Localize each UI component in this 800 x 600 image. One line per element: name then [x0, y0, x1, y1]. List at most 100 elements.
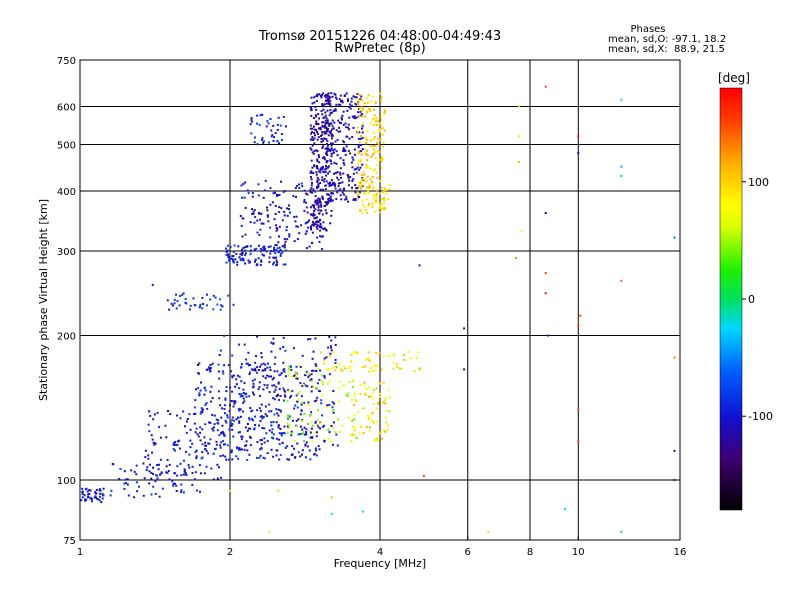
data-point: [305, 230, 308, 233]
data-point: [152, 473, 155, 475]
data-point: [251, 213, 254, 215]
data-point: [354, 426, 357, 429]
data-point: [321, 133, 324, 136]
data-point: [359, 110, 362, 113]
data-point: [376, 439, 379, 442]
data-point: [174, 441, 176, 444]
data-point: [149, 414, 152, 417]
data-point: [123, 487, 126, 490]
data-point: [211, 427, 214, 430]
data-point: [547, 334, 550, 337]
data-point: [364, 179, 366, 181]
data-point: [168, 463, 171, 466]
data-point: [620, 165, 623, 168]
data-point: [194, 451, 197, 454]
data-point: [315, 449, 317, 452]
data-point: [316, 236, 319, 239]
data-point: [379, 180, 382, 183]
data-point: [333, 121, 336, 124]
data-point: [227, 364, 230, 367]
data-point: [254, 136, 256, 139]
data-point: [382, 355, 385, 358]
data-point: [357, 151, 360, 153]
data-point: [184, 425, 186, 428]
data-point: [158, 495, 161, 498]
data-point: [312, 212, 315, 215]
data-point: [311, 440, 314, 443]
data-point: [212, 478, 215, 481]
data-point: [317, 367, 320, 370]
data-point: [374, 156, 377, 159]
data-point: [81, 493, 84, 495]
data-point: [352, 116, 355, 119]
data-point: [238, 393, 241, 395]
data-point: [318, 220, 321, 223]
data-point: [238, 375, 241, 378]
data-point: [373, 439, 376, 442]
data-point: [287, 414, 290, 417]
data-point: [339, 194, 342, 197]
data-point: [305, 206, 308, 209]
data-point: [314, 201, 317, 203]
data-point: [354, 153, 357, 156]
data-point: [387, 388, 390, 391]
data-point: [361, 366, 364, 368]
data-point: [422, 474, 425, 477]
data-point: [258, 123, 261, 126]
data-point: [157, 468, 160, 471]
data-point: [361, 115, 364, 118]
data-point: [331, 125, 334, 128]
data-point: [364, 394, 367, 396]
data-point: [165, 471, 168, 474]
data-point: [387, 355, 390, 358]
data-point: [544, 292, 547, 295]
data-point: [348, 367, 350, 369]
data-point: [375, 197, 378, 200]
data-point: [279, 249, 282, 251]
data-point: [301, 401, 304, 404]
data-point: [182, 410, 185, 413]
data-point: [266, 384, 269, 387]
data-point: [166, 299, 169, 302]
data-point: [321, 381, 324, 384]
data-point: [230, 424, 233, 427]
data-point: [314, 105, 317, 108]
data-point: [341, 118, 343, 121]
data-point: [294, 404, 297, 407]
data-point: [324, 152, 327, 155]
data-point: [242, 397, 245, 400]
data-point: [383, 110, 386, 113]
data-point: [318, 199, 321, 202]
data-point: [303, 209, 306, 212]
data-point: [249, 250, 252, 253]
data-point: [331, 401, 334, 404]
data-point: [246, 245, 249, 248]
data-point: [330, 152, 333, 155]
data-point: [317, 445, 320, 448]
data-point: [272, 397, 275, 400]
data-point: [317, 178, 320, 181]
data-point: [341, 369, 344, 372]
data-point: [250, 119, 253, 121]
data-point: [91, 498, 93, 501]
data-point: [126, 483, 129, 486]
data-point: [329, 345, 332, 348]
data-point: [259, 394, 261, 397]
data-point: [380, 118, 383, 121]
data-point: [375, 123, 378, 126]
data-point: [241, 235, 244, 238]
data-point: [308, 219, 310, 222]
data-point: [324, 147, 327, 150]
data-point: [201, 443, 204, 446]
data-point: [220, 304, 223, 307]
data-point: [259, 420, 262, 422]
data-point: [379, 92, 382, 95]
data-point: [261, 249, 264, 252]
data-point: [238, 343, 241, 346]
data-point: [98, 489, 101, 492]
data-point: [199, 439, 202, 442]
data-point: [327, 147, 330, 150]
data-point: [347, 184, 350, 187]
data-point: [324, 130, 327, 133]
data-point: [315, 171, 318, 174]
